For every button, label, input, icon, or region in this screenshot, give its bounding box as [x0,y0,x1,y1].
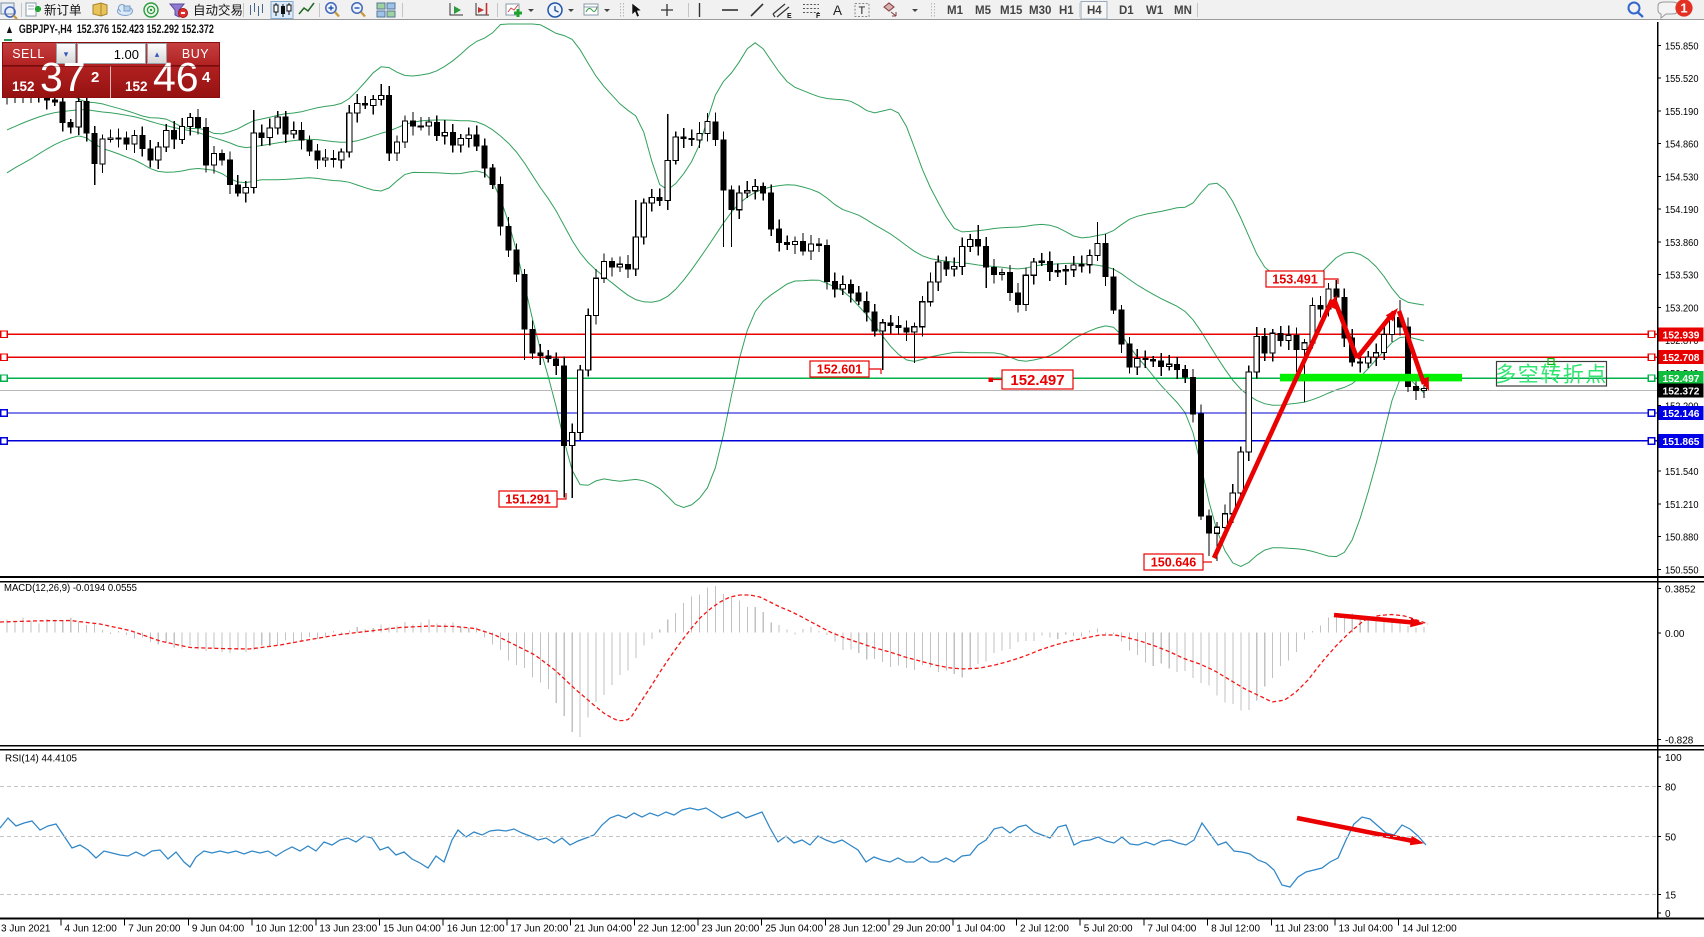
svg-text:7 Jun 20:00: 7 Jun 20:00 [128,924,181,935]
svg-text:F: F [816,13,821,20]
svg-text:M30: M30 [1029,5,1051,17]
svg-text:153.491: 153.491 [1272,273,1318,287]
svg-text:50: 50 [1665,833,1677,844]
svg-text:1 Jul 04:00: 1 Jul 04:00 [956,924,1005,935]
svg-text:152.601: 152.601 [817,363,863,377]
svg-text:154.530: 154.530 [1665,172,1699,183]
svg-text:152.146: 152.146 [1663,409,1700,420]
svg-text:13 Jun 23:00: 13 Jun 23:00 [319,924,377,935]
svg-text:29 Jun 20:00: 29 Jun 20:00 [893,924,951,935]
svg-text:自动交易: 自动交易 [193,3,243,18]
svg-text:151.210: 151.210 [1665,500,1699,511]
svg-text:23 Jun 20:00: 23 Jun 20:00 [702,924,760,935]
svg-text:153.860: 153.860 [1665,238,1699,249]
svg-text:5 Jul 20:00: 5 Jul 20:00 [1084,924,1133,935]
svg-text:M1: M1 [947,5,964,17]
svg-text:152.497: 152.497 [1010,372,1064,389]
svg-text:22 Jun 12:00: 22 Jun 12:00 [638,924,696,935]
svg-text:0.3852: 0.3852 [1665,585,1696,596]
svg-text:17 Jun 20:00: 17 Jun 20:00 [510,924,568,935]
svg-text:154.860: 154.860 [1665,140,1699,151]
svg-text:155.190: 155.190 [1665,107,1699,118]
svg-text:8 Jul 12:00: 8 Jul 12:00 [1211,924,1260,935]
svg-text:151.865: 151.865 [1663,437,1700,448]
svg-text:15 Jun 04:00: 15 Jun 04:00 [383,924,441,935]
svg-text:150.550: 150.550 [1665,566,1699,577]
svg-text:80: 80 [1665,783,1677,794]
svg-text:155.850: 155.850 [1665,41,1699,52]
svg-text:RSI(14) 44.4105: RSI(14) 44.4105 [5,754,77,765]
svg-text:151.540: 151.540 [1665,467,1699,478]
svg-text:152.939: 152.939 [1663,330,1700,341]
svg-text:0: 0 [1665,909,1671,920]
svg-text:152.497: 152.497 [1663,374,1700,385]
svg-text:153.530: 153.530 [1665,271,1699,282]
svg-text:10 Jun 12:00: 10 Jun 12:00 [256,924,314,935]
svg-text:151.291: 151.291 [505,493,551,507]
svg-text:28 Jun 12:00: 28 Jun 12:00 [829,924,887,935]
svg-text:M15: M15 [1000,5,1023,17]
svg-text:M5: M5 [975,5,992,17]
svg-text:150.646: 150.646 [1151,556,1197,570]
svg-text:16 Jun 12:00: 16 Jun 12:00 [447,924,505,935]
svg-text:0.00: 0.00 [1665,629,1685,640]
svg-text:D1: D1 [1119,5,1134,17]
svg-text:4 Jun 12:00: 4 Jun 12:00 [65,924,118,935]
svg-text:7 Jul 04:00: 7 Jul 04:00 [1147,924,1196,935]
svg-text:15: 15 [1665,891,1677,902]
svg-text:新订单: 新订单 [44,3,82,18]
svg-text:13 Jul 04:00: 13 Jul 04:00 [1339,924,1394,935]
svg-text:14 Jul 12:00: 14 Jul 12:00 [1402,924,1457,935]
svg-text:152.372: 152.372 [1663,387,1700,398]
svg-text:155.520: 155.520 [1665,74,1699,85]
svg-text:3 Jun 2021: 3 Jun 2021 [1,924,51,935]
svg-text:A: A [833,3,842,18]
svg-text:150.880: 150.880 [1665,533,1699,544]
svg-text:H1: H1 [1059,5,1074,17]
svg-text:152.708: 152.708 [1663,353,1700,364]
svg-text:11 Jul 23:00: 11 Jul 23:00 [1275,924,1329,935]
svg-text:T: T [859,5,866,17]
svg-text:1: 1 [1680,1,1687,16]
svg-text:2 Jul 12:00: 2 Jul 12:00 [1020,924,1069,935]
svg-text:25 Jun 04:00: 25 Jun 04:00 [765,924,823,935]
svg-text:21 Jun 04:00: 21 Jun 04:00 [574,924,632,935]
svg-text:多空转折点: 多空转折点 [1495,364,1608,387]
svg-text:153.200: 153.200 [1665,303,1699,314]
svg-text:100: 100 [1665,753,1682,764]
svg-text:E: E [787,13,792,20]
svg-text:W1: W1 [1146,5,1164,17]
svg-text:152.870: 152.870 [1665,336,1699,347]
svg-text:-0.828: -0.828 [1665,736,1694,747]
svg-text:MN: MN [1174,5,1192,17]
svg-text:9 Jun 04:00: 9 Jun 04:00 [192,924,245,935]
svg-text:H4: H4 [1087,5,1102,17]
svg-text:MACD(12,26,9) -0.0194 0.0555: MACD(12,26,9) -0.0194 0.0555 [4,583,137,594]
svg-text:154.190: 154.190 [1665,205,1699,216]
